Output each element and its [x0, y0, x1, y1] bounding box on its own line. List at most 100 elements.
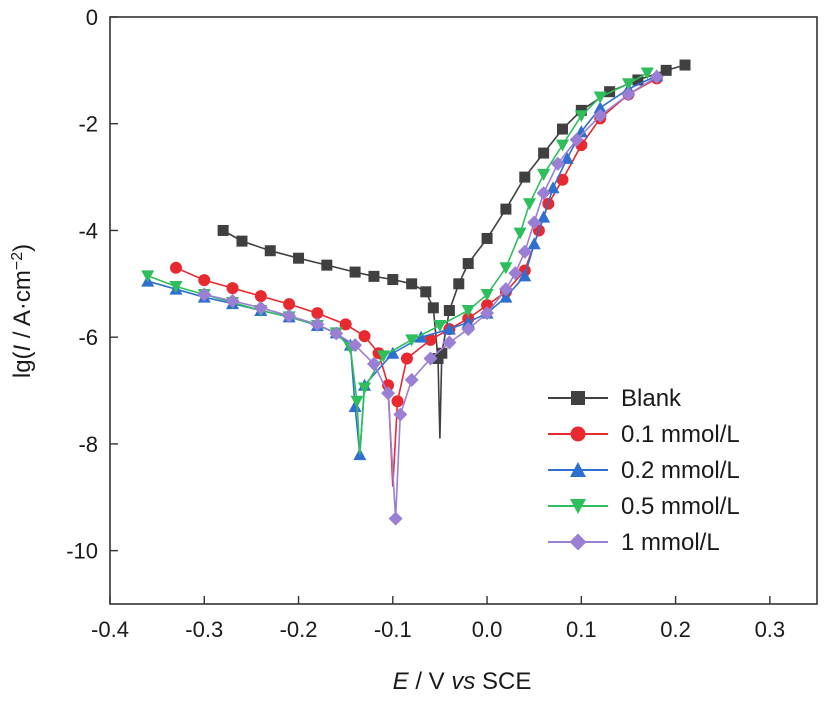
marker-triangle-down	[522, 198, 536, 211]
marker-square	[349, 266, 361, 278]
marker-triangle-up	[414, 330, 428, 343]
marker-diamond	[536, 186, 551, 201]
x-tick-label: 0.1	[566, 617, 597, 642]
legend-label: 0.1 mmol/L	[621, 421, 740, 448]
y-tick-label: -8	[78, 432, 98, 457]
plot-area-border	[109, 16, 818, 605]
marker-square	[571, 391, 585, 405]
marker-diamond	[569, 533, 587, 551]
marker-square	[420, 286, 432, 298]
marker-circle	[311, 307, 324, 320]
marker-triangle-down	[640, 67, 654, 80]
marker-diamond	[366, 356, 381, 371]
marker-diamond	[282, 308, 297, 323]
legend-item: Blank	[548, 385, 682, 412]
marker-triangle-down	[461, 305, 475, 317]
marker-diamond	[527, 215, 542, 230]
marker-circle	[556, 173, 569, 186]
marker-diamond	[593, 108, 608, 123]
marker-triangle-down	[141, 270, 155, 283]
legend-item: 0.5 mmol/L	[548, 493, 740, 520]
marker-square	[556, 123, 568, 135]
marker-triangle-up	[560, 151, 574, 164]
marker-square	[481, 232, 493, 244]
legend-label: 0.5 mmol/L	[621, 493, 740, 520]
y-tick-label: -4	[78, 218, 98, 243]
marker-diamond	[404, 372, 419, 387]
marker-diamond	[621, 87, 636, 102]
legend-label: 0.2 mmol/L	[621, 457, 740, 484]
marker-diamond	[508, 266, 523, 281]
marker-square	[538, 147, 550, 159]
marker-square	[679, 59, 691, 71]
marker-diamond	[461, 322, 476, 337]
marker-square	[436, 347, 448, 359]
x-tick-label: -0.1	[374, 617, 412, 642]
marker-square	[293, 252, 305, 264]
x-tick-label: 0.2	[660, 617, 691, 642]
marker-diamond	[197, 287, 212, 302]
series-line	[222, 64, 686, 439]
marker-triangle-up	[527, 237, 541, 250]
y-tick-label: -2	[78, 112, 98, 137]
x-tick-label: -0.2	[280, 617, 318, 642]
marker-triangle-down	[358, 382, 372, 395]
marker-triangle-up	[499, 290, 513, 303]
legend-item: 1 mmol/L	[548, 529, 720, 556]
y-tick-label: -6	[78, 325, 98, 350]
legend-item: 0.2 mmol/L	[548, 457, 740, 484]
marker-circle	[198, 274, 211, 287]
marker-triangle-down	[480, 288, 494, 301]
marker-diamond	[569, 132, 584, 147]
marker-diamond	[225, 293, 240, 308]
plot-frame	[109, 16, 818, 605]
x-axis-title: E / V vs SCE	[393, 668, 532, 695]
legend-label: 1 mmol/L	[621, 529, 720, 556]
marker-circle	[283, 298, 296, 311]
x-tick-label: 0.0	[472, 617, 503, 642]
series-0-1-mmol-l	[169, 72, 663, 487]
marker-square	[368, 270, 380, 282]
marker-triangle-up	[461, 315, 475, 328]
series-blank	[217, 59, 691, 439]
marker-triangle-down	[499, 262, 513, 275]
marker-triangle-down	[555, 139, 569, 152]
marker-square	[427, 302, 439, 314]
legend-item: 0.1 mmol/L	[548, 421, 740, 448]
marker-triangle-down	[350, 395, 364, 408]
marker-square	[236, 235, 248, 247]
marker-square	[217, 224, 229, 236]
marker-diamond	[253, 300, 268, 315]
marker-triangle-up	[442, 322, 456, 335]
marker-diamond	[517, 244, 532, 259]
marker-triangle-down	[537, 168, 551, 181]
marker-diamond	[480, 306, 495, 321]
marker-square	[387, 274, 399, 286]
y-tick-label: 0	[86, 5, 98, 30]
tick-layer: -0.4 -0.3 -0.2 -0.1 0.0 0.1 0.2 0.3 0 -2 -4 -6 -8 -10	[66, 5, 785, 642]
marker-diamond	[393, 407, 408, 422]
marker-triangle-down	[405, 334, 419, 347]
marker-circle	[169, 261, 182, 274]
marker-triangle-down	[574, 110, 588, 123]
marker-square	[632, 74, 644, 86]
marker-square	[406, 278, 418, 290]
legend: Blank 0.1 mmol/L 0.2 mmol/L 0.5 mmol/L 1 mmo…	[548, 385, 740, 556]
marker-square	[264, 245, 276, 257]
marker-triangle-up	[537, 210, 551, 223]
marker-diamond	[329, 326, 344, 341]
marker-circle	[570, 426, 586, 442]
marker-square	[453, 278, 465, 290]
y-tick-label: -10	[66, 539, 98, 564]
marker-triangle-up	[348, 400, 362, 413]
marker-diamond	[423, 351, 438, 366]
series-1-mmol-l	[197, 69, 664, 526]
marker-triangle-up	[386, 346, 400, 359]
marker-triangle-down	[433, 319, 447, 332]
marker-diamond	[310, 317, 325, 332]
marker-diamond	[649, 69, 664, 84]
marker-triangle-up	[593, 101, 607, 114]
marker-square	[519, 171, 531, 183]
series-line	[147, 72, 648, 455]
